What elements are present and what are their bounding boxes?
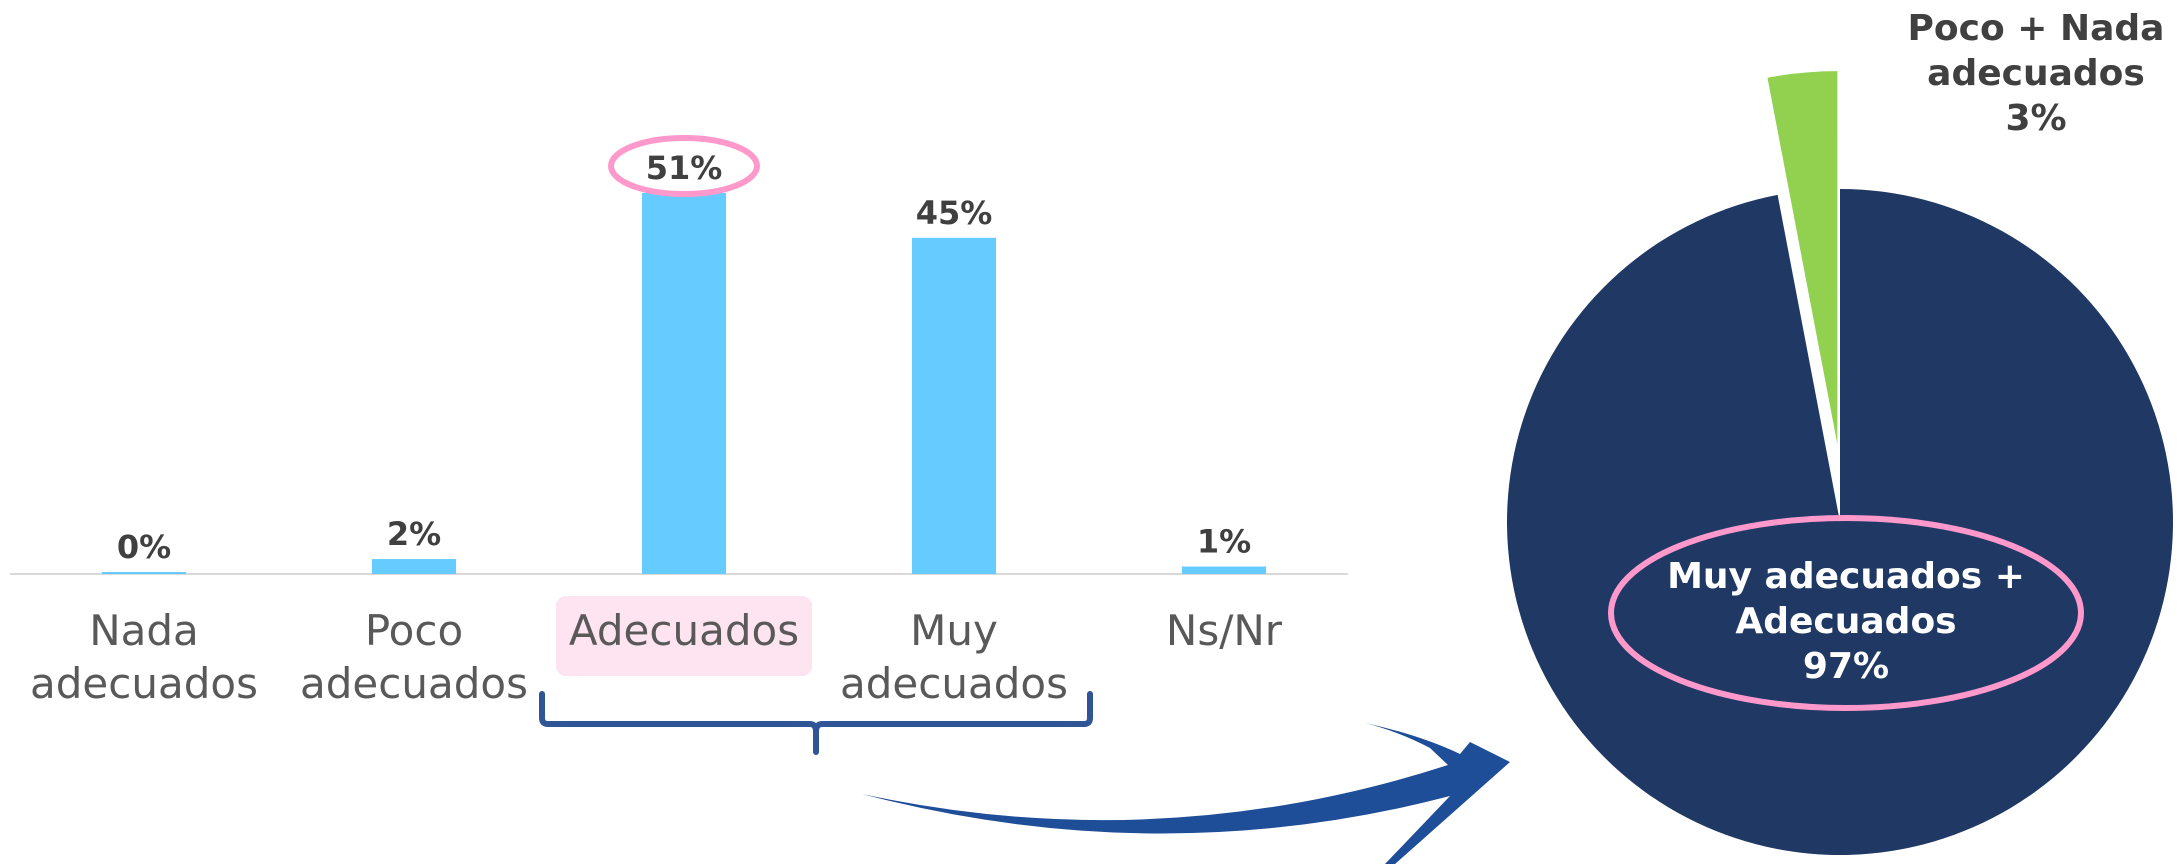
- pie-slice-main: [1507, 189, 2174, 855]
- value-labels-group: 0% 2% 51% 45% 1%: [117, 135, 1251, 566]
- bar-3: [912, 237, 996, 574]
- bar-2: [642, 193, 726, 574]
- bar-4: [1182, 566, 1266, 574]
- pie-chart: Muy adecuados + Adecuados 97% Poco + Nada ad…: [1507, 8, 2174, 855]
- pie-label-main: Muy adecuados + Adecuados 97%: [1667, 556, 2025, 687]
- category-label-1: Poco adecuados: [300, 606, 528, 708]
- value-label-3: 45%: [916, 194, 993, 232]
- value-label-2: 51%: [646, 149, 723, 187]
- category-label-0: Nada adecuados: [30, 606, 258, 708]
- value-label-1: 2%: [387, 515, 441, 553]
- pie-label-small: Poco + Nada adecuados 3%: [1908, 8, 2165, 139]
- bar-1: [372, 559, 456, 574]
- value-label-4: 1%: [1197, 523, 1251, 561]
- bar-0: [102, 572, 186, 574]
- pie-slice-small: [1767, 71, 1838, 445]
- value-label-0: 0%: [117, 528, 171, 566]
- pie-highlight-ellipse: [1608, 515, 2084, 711]
- category-labels-group: Nada adecuados Poco adecuados Adecuados Muy ad…: [30, 596, 1283, 708]
- bar-chart: 0% 2% 51% 45% 1% Nada adecuados Poco adecuados A…: [10, 135, 1348, 755]
- category-label-4: Ns/Nr: [1166, 606, 1283, 655]
- curved-arrow-icon: [862, 723, 1510, 864]
- grouping-brace: [539, 691, 1093, 755]
- bars-group: [102, 193, 1266, 574]
- category-label-2: Adecuados: [569, 606, 799, 655]
- category-label-3: Muy adecuados: [840, 606, 1068, 708]
- highlight-ellipse: [608, 135, 760, 197]
- highlight-category-box: [556, 596, 812, 676]
